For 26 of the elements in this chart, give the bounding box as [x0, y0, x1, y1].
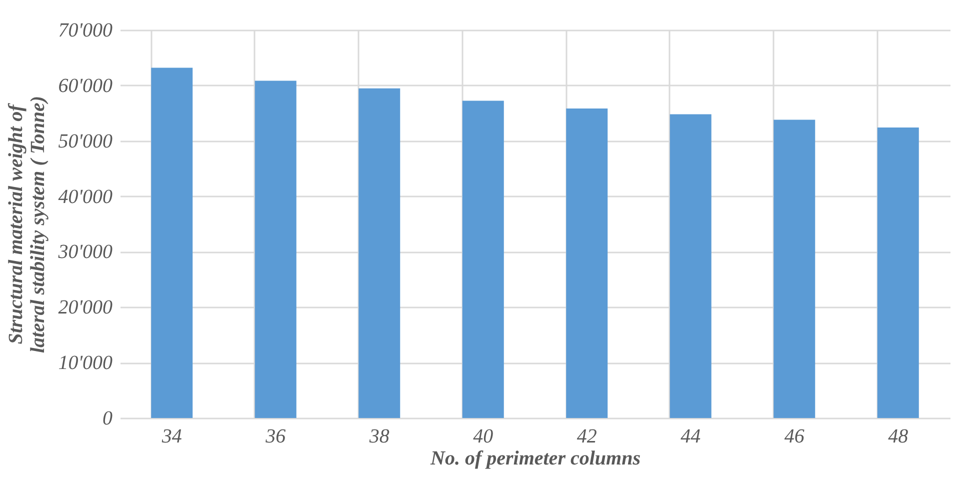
x-tick-label: 40 [473, 426, 494, 448]
y-axis-title: Structural material weight of lateral stability system ( Tonne) [5, 96, 50, 354]
bar [566, 108, 608, 418]
bar [151, 68, 193, 418]
x-tick-label: 36 [264, 426, 286, 448]
bar [254, 80, 296, 418]
x-tick-label: 48 [888, 426, 908, 448]
y-tick-label: 10'000 [58, 352, 112, 374]
x-tick-label: 34 [160, 426, 182, 448]
y-tick-label: 0 [102, 408, 112, 430]
bar [670, 114, 712, 418]
y-tick-label: 40'000 [58, 186, 112, 208]
y-tick-label: 20'000 [58, 296, 112, 319]
y-tick-label: 30'000 [57, 241, 112, 264]
bar [462, 100, 504, 418]
x-axis-title: No. of perimeter columns [430, 448, 641, 470]
y-tick-label: 60'000 [58, 74, 112, 97]
x-tick-label: 44 [680, 426, 701, 448]
x-tick-label: 42 [576, 426, 597, 448]
x-tick-label: 38 [368, 426, 390, 448]
x-tick-label: 46 [784, 426, 804, 448]
bar [358, 88, 400, 418]
bar [774, 120, 816, 418]
y-tick-label: 50'000 [58, 130, 112, 152]
bar [877, 128, 919, 418]
y-tick-label: 70'000 [58, 20, 112, 42]
